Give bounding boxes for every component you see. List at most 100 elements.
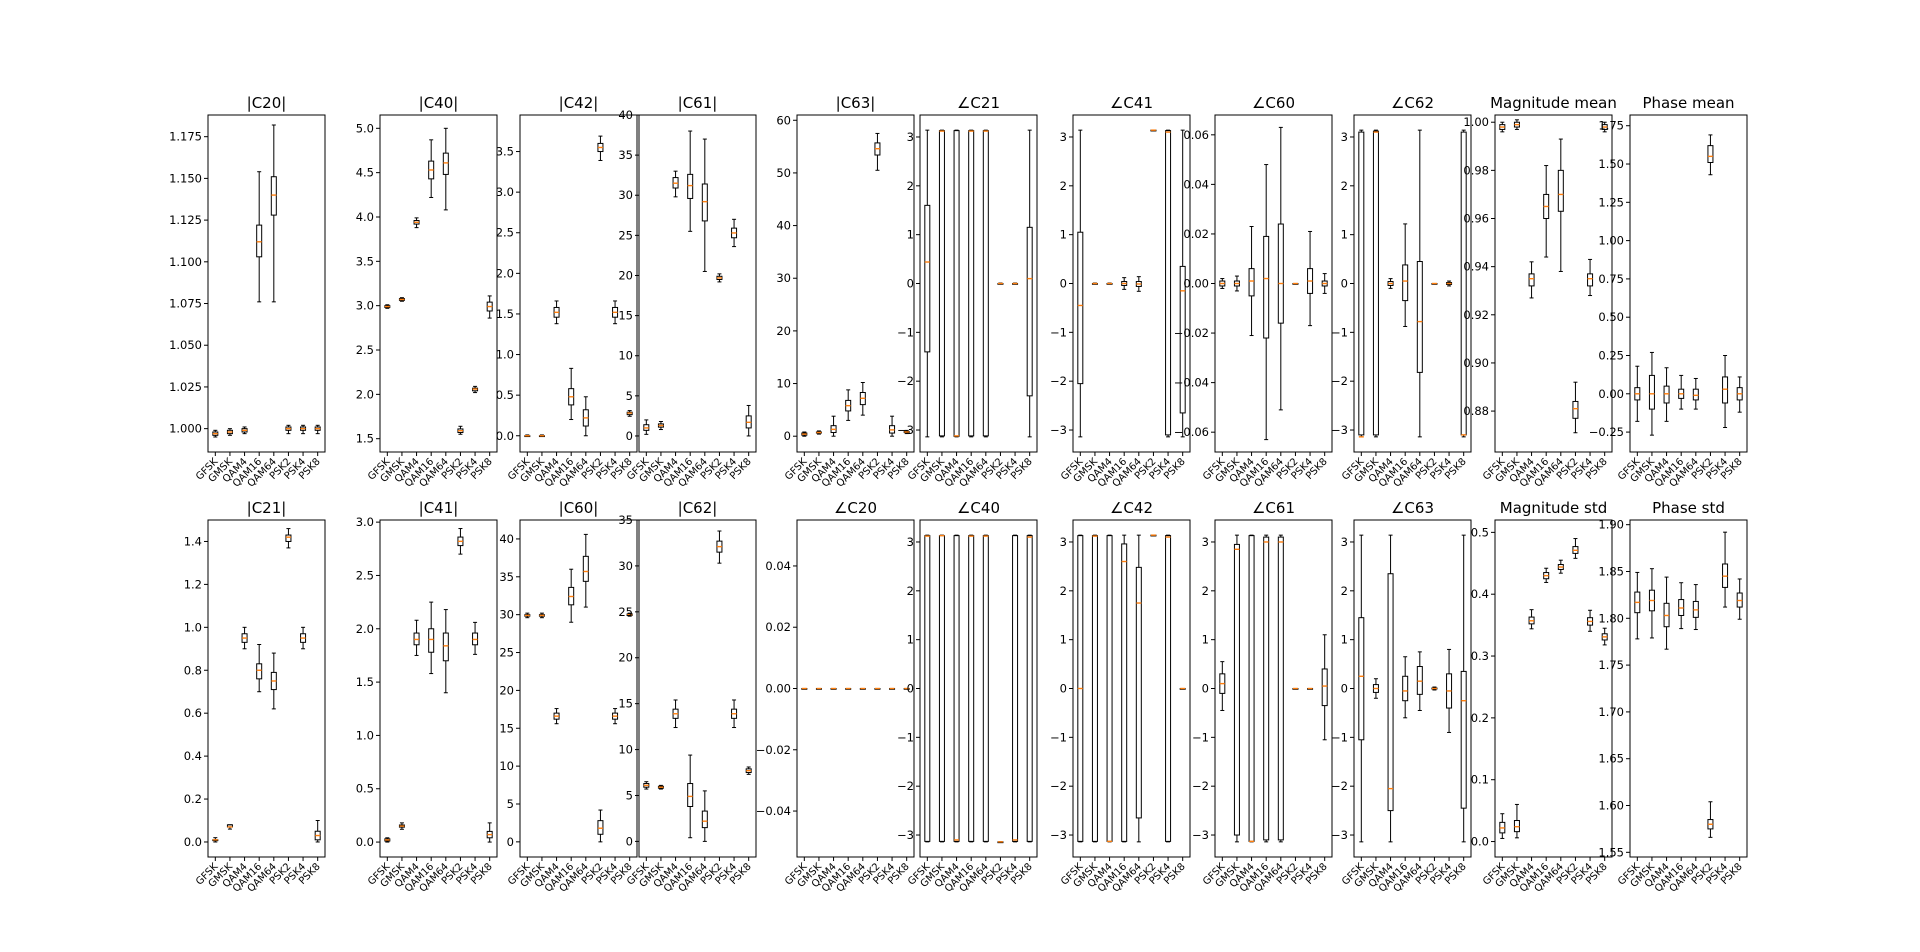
y-tick-label: 1.70 [1598, 705, 1624, 719]
subplot-4: |C61|0510152025303540GFSKGMSKQAM4QAM16QA… [618, 94, 757, 490]
box-psk2 [1292, 687, 1299, 690]
box-psk8 [1601, 627, 1608, 646]
box-psk4 [1722, 531, 1729, 608]
y-tick-label: 0.98 [1463, 163, 1489, 177]
box-qam64 [859, 687, 866, 690]
subplot-title: Phase mean [1642, 94, 1734, 112]
y-tick-label: 0 [1341, 277, 1348, 291]
subplot-17: ∠C40−3−2−10123GFSKGMSKQAM4QAM16QAM64PSK2… [897, 499, 1038, 895]
box-psk8 [1736, 376, 1743, 413]
y-tick-label: 10 [499, 759, 514, 773]
box-psk4 [889, 415, 896, 437]
subplot-16: ∠C20−0.04−0.020.000.020.04GFSKGMSKQAM4QA… [756, 499, 915, 895]
y-tick-label: 3 [1060, 130, 1067, 144]
box-qam4 [830, 415, 837, 437]
y-tick-label: 1 [1060, 633, 1067, 647]
iqr-box [442, 152, 449, 175]
box-qam64 [701, 138, 708, 272]
y-tick-label: 3 [907, 535, 914, 549]
box-qam64 [270, 124, 277, 303]
box-psk4 [472, 385, 479, 394]
y-tick-label: 0.4 [184, 749, 202, 763]
box-gfsk [1499, 813, 1506, 839]
iqr-box [597, 820, 604, 835]
plot-frame [796, 114, 915, 453]
y-tick-label: 35 [618, 513, 633, 527]
y-tick-label: 1 [1341, 633, 1348, 647]
y-tick-label: 0.3 [1471, 649, 1489, 663]
y-tick-label: 1.55 [1598, 845, 1624, 859]
y-tick-label: 3 [1202, 535, 1209, 549]
iqr-box [1026, 226, 1033, 397]
box-psk4 [1587, 609, 1594, 632]
y-tick-label: 35 [618, 148, 633, 162]
y-tick-label: −0.02 [756, 743, 791, 757]
iqr-box [1358, 617, 1365, 741]
box-gmsk [657, 421, 664, 431]
y-tick-label: 2 [907, 584, 914, 598]
y-tick-label: 0.75 [1598, 272, 1624, 286]
box-qam16 [428, 601, 435, 675]
box-psk2 [1707, 801, 1714, 838]
box-gfsk [524, 612, 531, 619]
box-psk2 [457, 528, 464, 555]
iqr-box [1121, 543, 1128, 842]
box-gmsk [538, 612, 545, 619]
y-tick-label: 2.5 [496, 226, 514, 240]
iqr-box [1722, 376, 1729, 404]
y-tick-label: 1 [907, 228, 914, 242]
box-gmsk [398, 822, 405, 830]
plot-frame [519, 114, 638, 453]
y-tick-label: 1.5 [356, 432, 374, 446]
y-tick-label: 1.90 [1598, 518, 1624, 532]
y-tick-label: 1.75 [1598, 119, 1624, 133]
y-tick-label: −0.04 [1174, 376, 1209, 390]
box-qam4 [1248, 226, 1255, 337]
y-tick-label: 2.5 [356, 343, 374, 357]
y-tick-label: 20 [618, 651, 633, 665]
box-psk2 [1707, 134, 1714, 176]
iqr-box [1648, 374, 1655, 410]
box-gfsk [1077, 129, 1084, 438]
y-tick-label: 1.175 [169, 130, 202, 144]
plot-frame [919, 114, 1038, 453]
box-qam64 [1557, 559, 1564, 574]
iqr-box [968, 130, 975, 437]
y-tick-label: 2 [907, 179, 914, 193]
y-tick-label: 60 [776, 113, 791, 127]
subplot-19: ∠C61−3−2−10123GFSKGMSKQAM4QAM16QAM64PSK2… [1192, 499, 1333, 895]
subplot-title: |C60| [559, 499, 599, 517]
plot-frame [519, 519, 638, 858]
box-psk4 [1307, 687, 1314, 690]
box-qam16 [1121, 277, 1128, 290]
box-qam4 [1106, 534, 1113, 843]
y-tick-label: 3.0 [496, 185, 514, 199]
box-psk8 [486, 295, 493, 319]
box-psk2 [597, 809, 604, 843]
box-psk4 [1587, 258, 1594, 297]
y-tick-label: 1.0 [356, 728, 374, 742]
subplot-20: ∠C63−3−2−10123GFSKGMSKQAM4QAM16QAM64PSK2… [1331, 499, 1472, 895]
y-tick-label: 1 [1060, 228, 1067, 242]
iqr-box [1460, 131, 1467, 436]
box-psk4 [731, 699, 738, 729]
iqr-box [1402, 264, 1409, 302]
box-qam16 [428, 139, 435, 198]
box-qam64 [1557, 138, 1564, 272]
y-tick-label: 1 [1202, 633, 1209, 647]
box-gfsk [212, 429, 219, 438]
box-qam64 [582, 533, 589, 608]
box-psk8 [745, 404, 752, 437]
box-qam16 [256, 171, 263, 303]
box-gfsk [524, 434, 531, 438]
y-tick-label: 0 [907, 682, 914, 696]
box-psk2 [597, 135, 604, 161]
y-tick-label: 1.100 [169, 255, 202, 269]
box-gmsk [1648, 351, 1655, 436]
box-psk8 [1601, 121, 1608, 133]
box-gfsk [801, 431, 808, 437]
plot-frame [379, 519, 498, 858]
box-gfsk [1358, 129, 1365, 438]
y-tick-label: 0 [507, 835, 514, 849]
box-qam64 [1277, 126, 1284, 411]
